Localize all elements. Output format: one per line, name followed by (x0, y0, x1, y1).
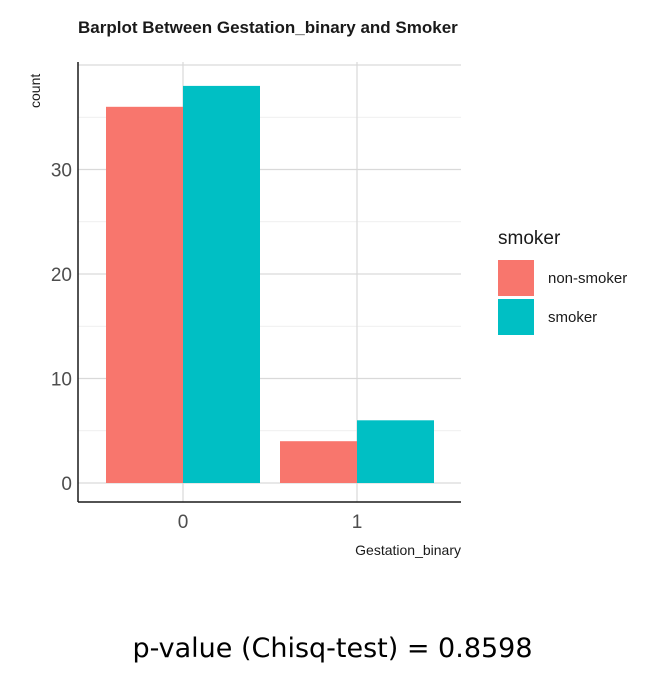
bar-non-smoker-1 (280, 441, 357, 483)
legend-label-non-smoker: non-smoker (548, 269, 628, 287)
legend-label-smoker: smoker (548, 308, 598, 326)
bar-chart: 0 10 20 30 0 1 count Gestation_binary (27, 62, 461, 558)
y-tick-label: 30 (51, 161, 72, 182)
x-tick-label: 1 (352, 512, 363, 533)
bar-smoker-1 (357, 420, 434, 483)
legend-item-non-smoker: non-smoker (498, 260, 627, 296)
y-tick-label: 20 (51, 265, 72, 286)
axis-layer (77, 62, 461, 503)
y-tick-label: 10 (51, 370, 72, 391)
legend-item-smoker: smoker (498, 299, 627, 335)
legend-key-non-smoker (498, 260, 534, 296)
x-axis-title: Gestation_binary (355, 542, 461, 558)
legend-title: smoker (498, 228, 561, 249)
chart-title: Barplot Between Gestation_binary and Smo… (78, 18, 458, 37)
y-axis-title: count (27, 74, 43, 108)
pvalue-text: p-value (Chisq-test) = 0.8598 (132, 633, 533, 664)
ticks-layer: 0 10 20 30 0 1 (51, 161, 362, 534)
bars-layer (106, 85, 434, 484)
legend: smoker non-smoker smoker (498, 228, 627, 338)
y-tick-label: 0 (61, 474, 72, 495)
bar-smoker-0 (183, 85, 260, 484)
bar-non-smoker-0 (106, 106, 183, 484)
x-tick-label: 0 (178, 512, 189, 533)
legend-key-smoker (498, 299, 534, 335)
